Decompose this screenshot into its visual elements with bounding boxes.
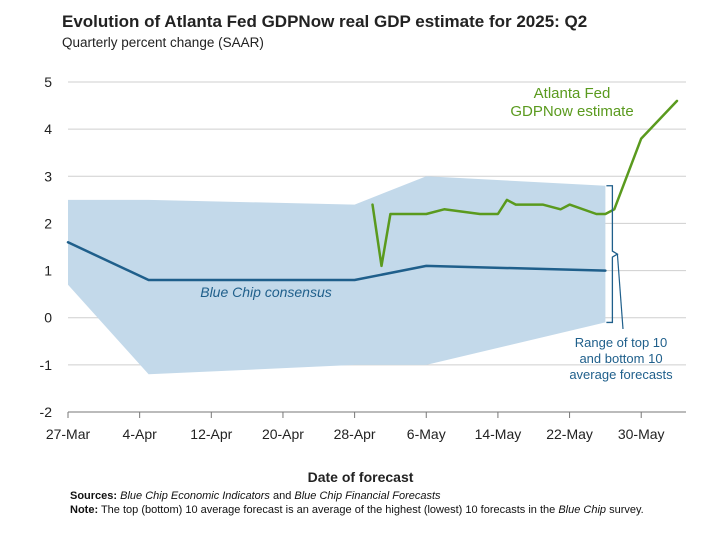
- range-leader-line: [616, 254, 624, 330]
- chart-notes: Sources: Blue Chip Economic Indicators a…: [70, 489, 670, 517]
- sources-line: Sources: Blue Chip Economic Indicators a…: [70, 489, 670, 503]
- forecast-range-band: [68, 176, 606, 375]
- y-tick-label: 3: [44, 168, 52, 184]
- x-tick-label: 28-Apr: [334, 426, 376, 442]
- y-tick-label: -2: [40, 404, 53, 420]
- x-tick-label: 6-May: [407, 426, 446, 442]
- blue-chip-series-line: [66, 241, 607, 282]
- note-text-2: survey.: [606, 504, 644, 516]
- axis-layer: 5 4 3 2 1 0 -1 -2 27-Mar 4-Apr 12-Apr 20-Apr 28-Apr 6…: [40, 74, 686, 442]
- x-tick-label: 27-Mar: [46, 426, 91, 442]
- range-label: average forecasts: [569, 367, 673, 382]
- note-line: Note: The top (bottom) 10 average foreca…: [70, 503, 670, 517]
- gdpnow-series-line: [371, 99, 679, 268]
- note-blue-chip: Blue Chip: [558, 504, 607, 516]
- x-tick-label: 4-Apr: [123, 426, 158, 442]
- chart-title: Evolution of Atlanta Fed GDPNow real GDP…: [62, 12, 588, 31]
- range-label: Range of top 10: [575, 335, 668, 350]
- y-tick-label: 0: [44, 310, 52, 326]
- range-bracket: [606, 185, 619, 324]
- x-axis-label: Date of forecast: [307, 469, 414, 485]
- source-1: Blue Chip Economic Indicators: [120, 490, 270, 502]
- y-tick-label: 2: [44, 215, 52, 231]
- note-text-1: The top (bottom) 10 average forecast is …: [98, 504, 559, 516]
- y-tick-label: 5: [44, 74, 52, 90]
- gdp-estimate-chart: 5 4 3 2 1 0 -1 -2 27-Mar 4-Apr 12-Apr 20-Apr 28-Apr 6…: [40, 74, 686, 442]
- sources-label: Sources:: [70, 490, 118, 502]
- band-layer: [68, 176, 606, 375]
- blue-chip-label: Blue Chip consensus: [200, 284, 332, 300]
- range-label: and bottom 10: [579, 351, 662, 366]
- y-tick-label: 1: [44, 263, 52, 279]
- x-tick-label: 22-May: [546, 426, 593, 442]
- x-tick-label: 20-Apr: [262, 426, 304, 442]
- x-tick-label: 14-May: [475, 426, 522, 442]
- x-tick-label: 12-Apr: [190, 426, 232, 442]
- series-layer: [66, 99, 679, 282]
- chart-subtitle: Quarterly percent change (SAAR): [62, 35, 264, 50]
- gdpnow-label: Atlanta Fed: [534, 85, 611, 102]
- note-label: Note:: [70, 504, 99, 516]
- gdpnow-label: GDPNow estimate: [510, 103, 633, 120]
- y-tick-label: 4: [44, 121, 52, 137]
- source-2: Blue Chip Financial Forecasts: [294, 490, 441, 502]
- sources-and: and: [269, 490, 295, 502]
- y-tick-label: -1: [40, 357, 53, 373]
- x-tick-label: 30-May: [618, 426, 665, 442]
